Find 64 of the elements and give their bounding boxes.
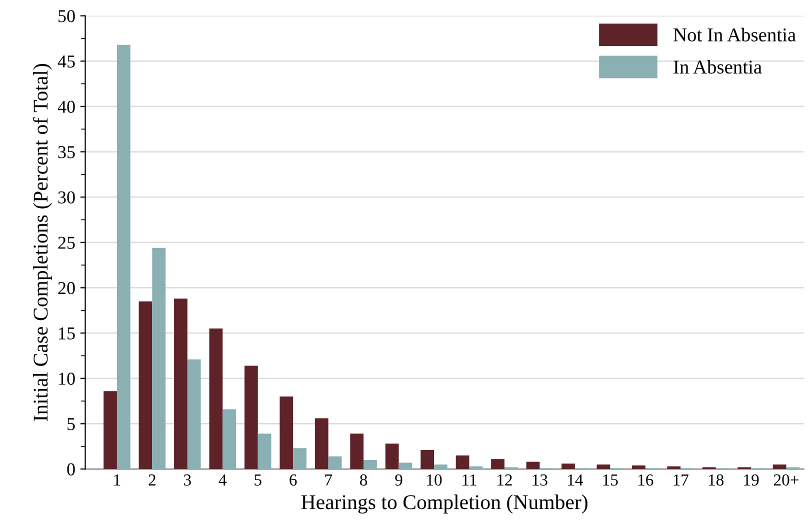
x-tick-label: 9: [395, 474, 402, 486]
x-tick-label: 7: [325, 474, 332, 486]
y-tick-label: 10: [59, 372, 75, 385]
x-tick-label: 11: [462, 474, 476, 486]
bar: [596, 464, 610, 470]
bar: [350, 434, 364, 470]
x-tick-label: 5: [254, 474, 262, 486]
y-tick-label: 20: [58, 282, 75, 294]
bar: [385, 444, 399, 470]
x-tick-label: 20+: [774, 474, 798, 486]
bar: [364, 460, 377, 470]
y-tick-label: 40: [58, 100, 75, 113]
y-tick-label: 0: [67, 463, 75, 476]
x-tick-label: 3: [184, 474, 191, 486]
bar: [152, 248, 166, 470]
y-tick-label: 35: [58, 146, 75, 158]
bar: [562, 464, 575, 470]
bar: [314, 418, 328, 470]
legend-label: In Absentia: [674, 60, 762, 74]
bar: [667, 466, 681, 470]
x-tick-label: 10: [427, 474, 442, 486]
bar: [420, 450, 434, 470]
bar: [632, 465, 646, 470]
bar: [456, 455, 470, 470]
y-tick-label: 45: [58, 56, 75, 68]
bar: [526, 462, 540, 470]
x-tick-label: 15: [603, 474, 618, 486]
x-tick-label: 12: [498, 474, 512, 486]
bar: [174, 298, 188, 470]
y-axis-title: Initial Case Completions (Percent of Total): [32, 64, 52, 421]
bar: [104, 391, 117, 470]
bar: [469, 466, 483, 470]
x-tick-label: 17: [674, 474, 688, 486]
x-tick-label: 16: [638, 474, 654, 486]
bar: [328, 456, 342, 470]
bar: [138, 301, 152, 470]
bar: [772, 464, 786, 470]
y-tick-label: 25: [58, 236, 75, 249]
y-tick-label: 30: [58, 191, 75, 204]
x-tick-label: 4: [218, 474, 227, 486]
bar: [398, 462, 412, 470]
bar: [209, 328, 223, 470]
y-tick-label: 5: [68, 418, 75, 430]
bar: [280, 396, 294, 470]
y-tick-label: 50: [58, 10, 75, 22]
x-tick-label: 19: [744, 474, 759, 486]
bar: [222, 409, 236, 470]
y-tick-label: 15: [59, 327, 75, 340]
bar: [491, 459, 504, 470]
bar: [116, 44, 130, 470]
x-tick-label: 1: [114, 474, 120, 486]
x-axis-title: Hearings to Completion (Number): [301, 494, 588, 514]
bar: [244, 366, 258, 470]
bar: [293, 448, 306, 470]
x-tick-label: 6: [290, 474, 297, 486]
bar: [187, 359, 201, 470]
bar: [258, 434, 272, 470]
bar: [434, 464, 448, 470]
x-tick-label: 2: [148, 474, 156, 486]
legend-label: Not In Absentia: [674, 28, 796, 42]
x-tick-label: 18: [708, 474, 724, 486]
x-tick-label: 8: [360, 474, 368, 486]
x-tick-label: 13: [532, 474, 548, 486]
x-tick-label: 14: [568, 474, 583, 486]
